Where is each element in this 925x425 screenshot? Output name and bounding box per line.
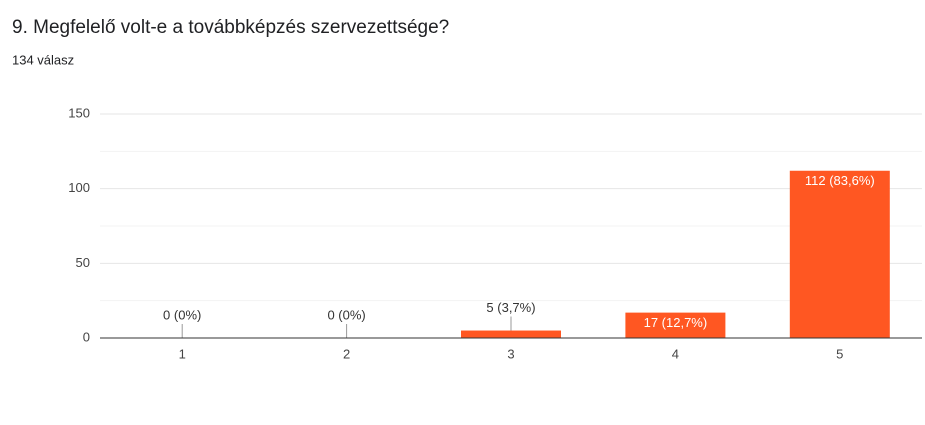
data-label: 17 (12,7%) — [644, 315, 708, 330]
y-tick-label: 50 — [76, 255, 90, 270]
data-label: 0 (0%) — [327, 307, 365, 322]
bar — [461, 330, 561, 338]
chart-subtitle: 134 válasz — [12, 52, 74, 67]
x-tick-label: 2 — [343, 346, 350, 361]
y-tick-label: 150 — [68, 105, 90, 120]
bar — [625, 312, 726, 338]
data-label: 0 (0%) — [163, 307, 201, 322]
x-tick-label: 4 — [672, 346, 679, 361]
data-label: 5 (3,7%) — [486, 300, 535, 315]
x-tick-label: 3 — [507, 346, 514, 361]
bar — [789, 170, 890, 338]
x-tick-label: 1 — [179, 346, 186, 361]
y-tick-label: 100 — [68, 180, 90, 195]
chart-title: 9. Megfelelő volt-e a továbbképzés szerv… — [12, 17, 449, 38]
y-tick-label: 0 — [83, 329, 90, 344]
data-label: 112 (83,6%) — [805, 173, 875, 188]
x-tick-label: 5 — [836, 346, 843, 361]
